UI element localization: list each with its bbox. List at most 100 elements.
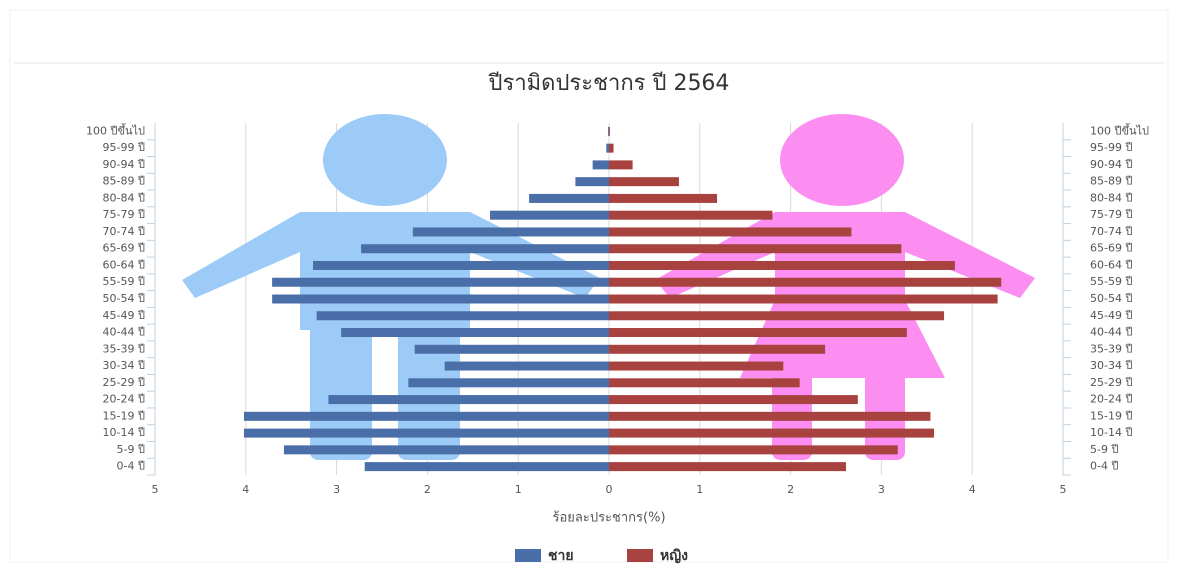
y-tick-label: 10-14 ปี bbox=[103, 426, 145, 439]
y-tick-label-right: 70-74 ปี bbox=[1090, 225, 1132, 238]
x-tick-label: 3 bbox=[333, 483, 340, 496]
bar bbox=[593, 160, 609, 169]
bar bbox=[415, 345, 609, 354]
y-tick-label: 0-4 ปี bbox=[117, 460, 145, 473]
bar bbox=[609, 177, 679, 186]
bar bbox=[609, 144, 614, 153]
y-tick-label-right: 50-54 ปี bbox=[1090, 292, 1132, 305]
bar bbox=[609, 295, 998, 304]
y-tick-label: 45-49 ปี bbox=[103, 309, 145, 322]
bar bbox=[313, 261, 609, 270]
x-tick-label: 3 bbox=[878, 483, 885, 496]
x-tick-label: 2 bbox=[424, 483, 431, 496]
y-tick-label-right: 100 ปีขึ้นไป bbox=[1090, 122, 1149, 137]
bar bbox=[609, 311, 944, 320]
y-tick-label: 60-64 ปี bbox=[103, 258, 145, 271]
y-tick-label-right: 10-14 ปี bbox=[1090, 426, 1132, 439]
y-tick-label: 35-39 ปี bbox=[103, 342, 145, 355]
bar bbox=[341, 328, 609, 337]
x-tick-label: 4 bbox=[969, 483, 976, 496]
bar bbox=[609, 127, 610, 136]
y-tick-label: 40-44 ปี bbox=[103, 326, 145, 339]
bar bbox=[408, 378, 609, 387]
x-tick-label: 0 bbox=[606, 483, 613, 496]
y-tick-label-right: 40-44 ปี bbox=[1090, 326, 1132, 339]
bar bbox=[609, 194, 717, 203]
bar bbox=[317, 311, 609, 320]
bar bbox=[272, 295, 609, 304]
y-tick-label-right: 55-59 ปี bbox=[1090, 275, 1132, 288]
y-tick-label-right: 5-9 ปี bbox=[1090, 443, 1118, 456]
y-tick-label-right: 35-39 ปี bbox=[1090, 342, 1132, 355]
y-tick-label: 95-99 ปี bbox=[103, 141, 145, 154]
y-tick-label-right: 45-49 ปี bbox=[1090, 309, 1132, 322]
x-tick-label: 2 bbox=[787, 483, 794, 496]
bar bbox=[609, 462, 846, 471]
bar bbox=[413, 227, 609, 236]
bar bbox=[609, 227, 851, 236]
y-tick-label: 30-34 ปี bbox=[103, 359, 145, 372]
y-tick-label: 100 ปีขึ้นไป bbox=[86, 122, 145, 137]
y-tick-label: 15-19 ปี bbox=[103, 409, 145, 422]
bar bbox=[445, 362, 609, 371]
y-tick-label: 65-69 ปี bbox=[103, 242, 145, 255]
bar bbox=[244, 412, 609, 421]
bar bbox=[609, 345, 825, 354]
bar bbox=[529, 194, 609, 203]
y-tick-label-right: 90-94 ปี bbox=[1090, 158, 1132, 171]
y-tick-label: 25-29 ปี bbox=[103, 376, 145, 389]
y-tick-label-right: 65-69 ปี bbox=[1090, 242, 1132, 255]
y-tick-label-right: 80-84 ปี bbox=[1090, 191, 1132, 204]
x-axis-title: ร้อยละประชากร(%) bbox=[552, 511, 665, 526]
bar bbox=[609, 261, 955, 270]
bar bbox=[490, 211, 609, 220]
y-tick-label-right: 60-64 ปี bbox=[1090, 258, 1132, 271]
y-tick-label-right: 85-89 ปี bbox=[1090, 175, 1132, 188]
bar bbox=[606, 144, 609, 153]
bar bbox=[609, 160, 633, 169]
legend-swatch bbox=[515, 549, 541, 562]
chart: ปีรามิดประชากร ปี 2564 ร้อยละประชากร(%) … bbox=[0, 0, 1178, 572]
bar bbox=[609, 211, 772, 220]
y-tick-label-right: 95-99 ปี bbox=[1090, 141, 1132, 154]
bar bbox=[365, 462, 609, 471]
y-tick-label: 90-94 ปี bbox=[103, 158, 145, 171]
y-tick-label: 55-59 ปี bbox=[103, 275, 145, 288]
y-tick-label-right: 0-4 ปี bbox=[1090, 460, 1118, 473]
bar bbox=[609, 429, 934, 438]
y-tick-label: 20-24 ปี bbox=[103, 393, 145, 406]
y-tick-label: 5-9 ปี bbox=[117, 443, 145, 456]
x-tick-label: 1 bbox=[696, 483, 703, 496]
y-tick-label: 50-54 ปี bbox=[103, 292, 145, 305]
y-tick-label: 75-79 ปี bbox=[103, 208, 145, 221]
bar bbox=[609, 278, 1001, 287]
legend-label: หญิง bbox=[660, 548, 688, 564]
y-tick-label: 80-84 ปี bbox=[103, 191, 145, 204]
bar bbox=[609, 244, 901, 253]
y-tick-label-right: 25-29 ปี bbox=[1090, 376, 1132, 389]
bar bbox=[328, 395, 609, 404]
bar bbox=[608, 127, 609, 136]
bar bbox=[575, 177, 609, 186]
y-tick-label-right: 75-79 ปี bbox=[1090, 208, 1132, 221]
legend-label: ชาย bbox=[548, 548, 574, 564]
y-tick-label-right: 30-34 ปี bbox=[1090, 359, 1132, 372]
y-tick-label-right: 20-24 ปี bbox=[1090, 393, 1132, 406]
bar bbox=[609, 362, 783, 371]
bar bbox=[272, 278, 609, 287]
bar bbox=[244, 429, 609, 438]
bar bbox=[361, 244, 609, 253]
y-tick-label: 70-74 ปี bbox=[103, 225, 145, 238]
x-tick-label: 1 bbox=[515, 483, 522, 496]
legend-swatch bbox=[627, 549, 653, 562]
bar bbox=[609, 328, 907, 337]
y-tick-label: 85-89 ปี bbox=[103, 175, 145, 188]
x-tick-label: 4 bbox=[242, 483, 249, 496]
y-tick-label-right: 15-19 ปี bbox=[1090, 409, 1132, 422]
bar bbox=[609, 412, 930, 421]
bar bbox=[609, 445, 898, 454]
bar bbox=[284, 445, 609, 454]
x-tick-label: 5 bbox=[1060, 483, 1067, 496]
bar bbox=[609, 395, 858, 404]
chart-title: ปีรามิดประชากร ปี 2564 bbox=[487, 71, 729, 96]
